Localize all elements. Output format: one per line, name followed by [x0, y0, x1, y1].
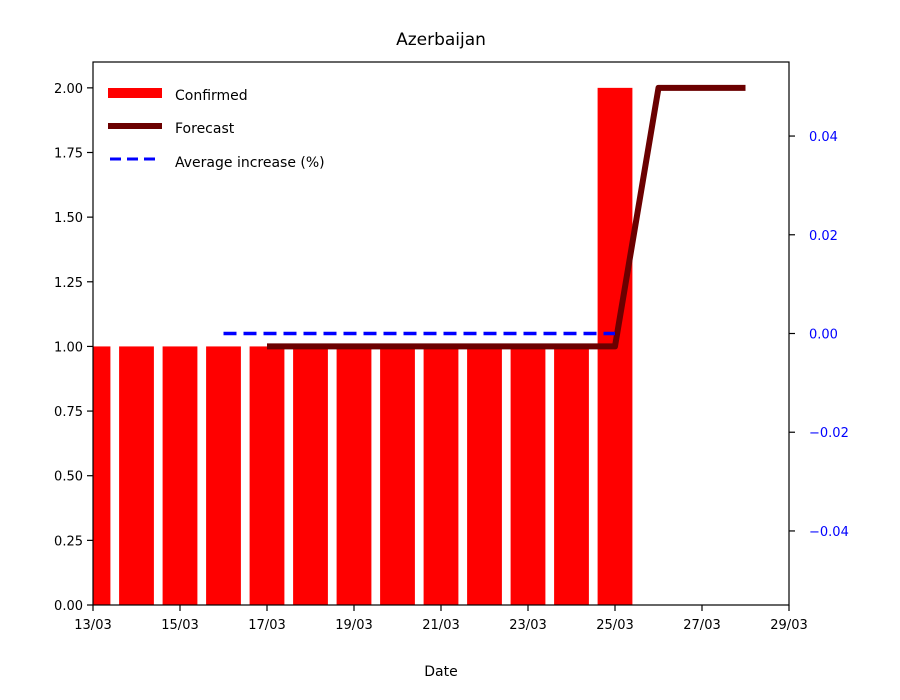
chart-title: Azerbaijan [396, 30, 486, 50]
bar-confirmed-20-03 [380, 346, 415, 605]
x-tick-label: 15/03 [161, 618, 198, 633]
bar-confirmed-14-03 [119, 346, 154, 605]
bar-confirmed-13-03 [93, 346, 111, 605]
legend-swatch-confirmed [108, 88, 162, 98]
y-left-tick-label: 0.50 [54, 470, 83, 485]
legend-label-forecast: Forecast [175, 121, 235, 137]
y-left-tick-label: 1.75 [54, 147, 83, 162]
x-tick-label: 29/03 [770, 618, 807, 633]
bar-confirmed-22-03 [467, 346, 502, 605]
y-left-tick-label: 0.00 [54, 599, 83, 614]
x-axis: 13/03 15/03 17/03 19/03 21/03 23/03 25/03 27/03… [74, 605, 808, 633]
y-left-tick-label: 0.25 [54, 534, 83, 549]
x-tick-label: 25/03 [596, 618, 633, 633]
x-tick-label: 21/03 [422, 618, 459, 633]
y-right-tick-label: −0.02 [809, 426, 849, 441]
bar-confirmed-17-03 [249, 346, 285, 605]
x-tick-label: 27/03 [683, 618, 720, 633]
y-left-tick-label: 0.75 [54, 405, 83, 420]
y-right-tick-label: 0.02 [809, 229, 838, 244]
bar-confirmed-21-03 [423, 346, 459, 605]
legend: Confirmed Forecast Average increase (%) [108, 88, 325, 171]
x-tick-label: 13/03 [74, 618, 111, 633]
bar-confirmed-24-03 [554, 346, 589, 605]
legend-label-confirmed: Confirmed [175, 88, 248, 104]
y-left-tick-label: 1.50 [54, 211, 83, 226]
forecast-line [267, 84, 746, 350]
x-tick-label: 17/03 [248, 618, 285, 633]
bar-confirmed-16-03 [206, 346, 241, 605]
x-tick-label: 23/03 [509, 618, 546, 633]
confirmed-bars [93, 87, 633, 605]
y-right-tick-label: 0.00 [809, 328, 838, 343]
legend-label-average-increase: Average increase (%) [175, 155, 325, 171]
x-axis-label: Date [424, 664, 457, 680]
y-left-tick-label: 2.00 [54, 82, 83, 97]
bar-confirmed-19-03 [336, 346, 372, 605]
y-left-tick-label: 1.00 [54, 340, 83, 355]
y-right-tick-label: 0.04 [809, 130, 838, 145]
x-tick-label: 19/03 [335, 618, 372, 633]
bar-confirmed-18-03 [293, 346, 328, 605]
y-axis-left: 0.00 0.25 0.50 0.75 1.00 1.25 1.50 1.75 2.00 [54, 82, 93, 614]
bar-confirmed-15-03 [162, 346, 198, 605]
y-left-tick-label: 1.25 [54, 276, 83, 291]
bar-confirmed-23-03 [510, 346, 546, 605]
series-lines [223, 84, 746, 350]
y-axis-right: −0.04 −0.02 0.00 0.02 0.04 [789, 130, 849, 540]
y-right-tick-label: −0.04 [809, 525, 849, 540]
